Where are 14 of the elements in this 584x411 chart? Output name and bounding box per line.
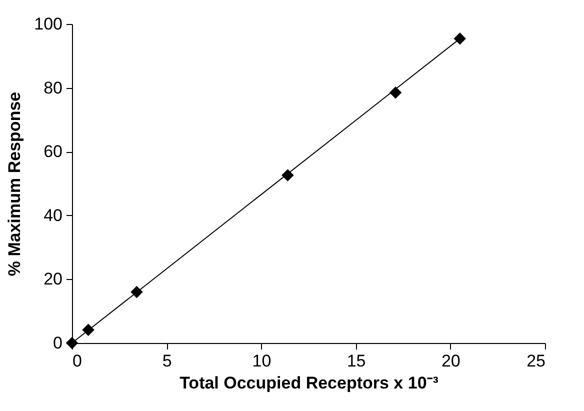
y-tick-label: 60 — [44, 142, 62, 162]
x-axis-title: Total Occupied Receptors x 10⁻³ — [180, 374, 439, 392]
y-tick-label: 20 — [44, 270, 62, 289]
y-axis-title: % Maximum Response — [5, 92, 24, 276]
y-tick-label: 40 — [44, 206, 62, 225]
x-tick-label: 0 — [72, 352, 82, 370]
y-tick-label: 100 — [34, 14, 62, 34]
x-tick-label: 10 — [252, 352, 272, 370]
x-tick-label: 25 — [526, 352, 546, 370]
y-tick-label: 0 — [53, 334, 62, 352]
x-tick-label: 5 — [162, 352, 172, 370]
x-tick-label: 15 — [346, 352, 366, 370]
y-tick-label: 80 — [44, 78, 62, 98]
x-tick-label: 20 — [441, 352, 460, 370]
